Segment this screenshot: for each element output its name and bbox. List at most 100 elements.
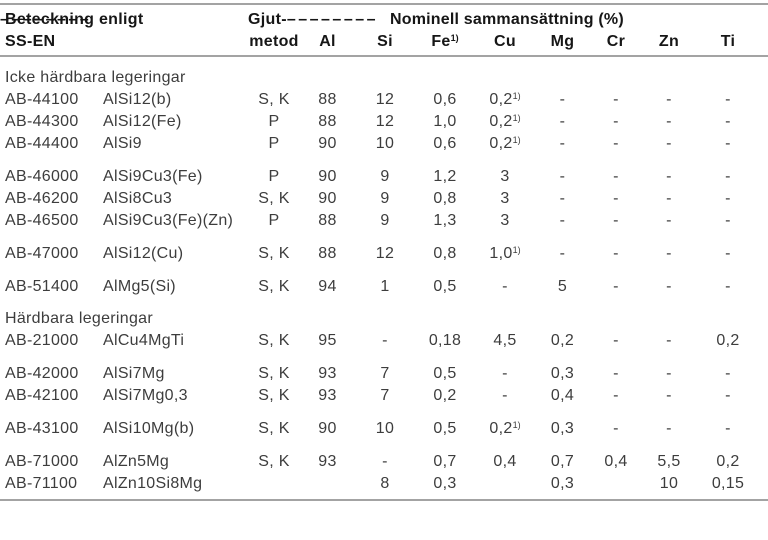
value-ti: - <box>725 212 731 229</box>
value-si: 12 <box>375 91 395 108</box>
cast-method <box>248 473 300 495</box>
header-beteckning: Beteckning enligt <box>5 11 144 28</box>
value-ti: - <box>725 278 731 295</box>
value-zn: - <box>666 190 672 207</box>
value-al: 88 <box>318 212 337 229</box>
value-mg: - <box>559 113 566 130</box>
cast-method: S, K <box>258 332 290 349</box>
table-row: AB-42100 AlSi7Mg0,3 S, K 93 7 0,2 - 0,4 - - - <box>0 385 768 407</box>
value-si: 1 <box>380 278 390 295</box>
value-zn: - <box>666 212 672 229</box>
cast-method: S, K <box>258 190 290 207</box>
header-cu: Cu <box>494 33 516 50</box>
table-section: Icke härdbara legeringar AB-44100 AlSi12(b… <box>0 67 768 298</box>
alloy-code: AB-71100 <box>5 475 78 492</box>
value-ti: - <box>725 91 731 108</box>
table-row: AB-46500 AlSi9Cu3(Fe)(Zn) P 88 9 1,3 3 - - - - <box>0 210 768 232</box>
value-fe: 0,6 <box>433 91 457 108</box>
alloy-code: AB-44100 <box>5 91 79 108</box>
alloy-name: AlSi7Mg <box>103 365 165 382</box>
alloy-name: AlSi12(Cu) <box>103 245 184 262</box>
alloy-code: AB-42100 <box>5 387 79 404</box>
row-group: AB-21000 AlCu4MgTi S, K 95 - 0,18 4,5 0,2 - - 0,2 <box>0 330 768 352</box>
value-ti: 0,15 <box>711 475 745 492</box>
value-mg: - <box>559 212 566 229</box>
value-zn: 5,5 <box>657 453 681 470</box>
alloy-code: AB-43100 <box>5 420 79 437</box>
header-al: Al <box>319 33 336 50</box>
alloy-code: AB-44400 <box>5 135 79 152</box>
alloy-name: AlMg5(Si) <box>103 278 176 295</box>
header-dashes-right: –––––––– <box>0 11 92 28</box>
value-cu <box>475 473 535 495</box>
value-cr: - <box>613 245 619 262</box>
value-mg: - <box>559 91 566 108</box>
table-row: AB-47000 AlSi12(Cu) S, K 88 12 0,8 1,01) - - - - <box>0 243 768 265</box>
table-section: Härdbara legeringar AB-21000 AlCu4MgTi S, K… <box>0 308 768 495</box>
alloy-name: AlSi10Mg(b) <box>103 420 195 437</box>
row-group: AB-51400 AlMg5(Si) S, K 94 1 0,5 - 5 - - - <box>0 276 768 298</box>
cast-method: S, K <box>258 387 290 404</box>
alloy-name: AlSi7Mg0,3 <box>103 387 188 404</box>
table-row: AB-44300 AlSi12(Fe) P 88 12 1,0 0,21) - - - - <box>0 111 768 133</box>
value-ti: - <box>725 420 731 437</box>
alloy-code: AB-46200 <box>5 190 79 207</box>
cast-method: S, K <box>258 91 290 108</box>
value-cu: 1,01) <box>489 245 521 262</box>
value-cu: 0,21) <box>489 135 521 152</box>
top-rule <box>0 3 768 5</box>
alloy-name: AlSi9Cu3(Fe)(Zn) <box>103 212 234 229</box>
value-ti: - <box>725 135 731 152</box>
value-al: 94 <box>318 278 337 295</box>
value-zn: - <box>666 135 672 152</box>
value-cr: - <box>613 91 619 108</box>
value-al: 93 <box>318 365 337 382</box>
value-si: 9 <box>380 168 390 185</box>
value-mg: 0,3 <box>550 420 575 437</box>
footnotes: S = Sandgjutning, K = Kokillgjutning, P … <box>0 507 768 540</box>
value-si: 7 <box>380 365 390 382</box>
value-cr: - <box>613 212 619 229</box>
alloy-name: AlSi12(b) <box>103 91 172 108</box>
value-fe: 0,7 <box>433 453 457 470</box>
value-al: 93 <box>318 387 337 404</box>
value-si: 9 <box>380 190 390 207</box>
table-row: AB-46200 AlSi8Cu3 S, K 90 9 0,8 3 - - - - <box>0 188 768 210</box>
value-fe: 0,5 <box>433 365 457 382</box>
value-cu: 0,21) <box>489 420 521 437</box>
alloy-code: AB-46000 <box>5 168 79 185</box>
value-mg: - <box>559 135 566 152</box>
table-row: AB-51400 AlMg5(Si) S, K 94 1 0,5 - 5 - - - <box>0 276 768 298</box>
value-fe: 0,6 <box>433 135 457 152</box>
value-fe: 0,5 <box>433 420 457 437</box>
value-al: 93 <box>318 453 337 470</box>
value-si: 7 <box>380 387 390 404</box>
value-ti: - <box>725 387 731 404</box>
alloy-code: AB-46500 <box>5 212 79 229</box>
value-fe: 0,5 <box>433 278 457 295</box>
alloy-name: AlCu4MgTi <box>103 332 185 349</box>
section-title: Härdbara legeringar <box>5 310 154 327</box>
cast-method: P <box>268 168 280 185</box>
alloy-name: AlSi9Cu3(Fe) <box>103 168 203 185</box>
table-header-row-1: Beteckning enligt Gjut-–––––––– Nominell… <box>0 9 768 31</box>
table-row: AB-42000 AlSi7Mg S, K 93 7 0,5 - 0,3 - - - <box>0 363 768 385</box>
row-group: AB-47000 AlSi12(Cu) S, K 88 12 0,8 1,01) - - - - <box>0 243 768 265</box>
value-al: 88 <box>318 245 337 262</box>
header-dashes-left: –––––––– <box>286 11 379 28</box>
value-mg: - <box>559 168 566 185</box>
table-row: AB-46000 AlSi9Cu3(Fe) P 90 9 1,2 3 - - - - <box>0 166 768 188</box>
row-group: AB-46000 AlSi9Cu3(Fe) P 90 9 1,2 3- - - - AB-46200… <box>0 166 768 232</box>
cast-method: S, K <box>258 365 290 382</box>
value-cr: - <box>613 190 619 207</box>
alloy-code: AB-42000 <box>5 365 79 382</box>
value-al: 88 <box>318 113 337 130</box>
value-al: 90 <box>318 135 337 152</box>
section-title: Icke härdbara legeringar <box>5 69 186 86</box>
header-ss-en: SS-EN <box>5 33 56 50</box>
table-row: AB-44400 AlSi9 P 90 10 0,6 0,21) - - - - <box>0 133 768 155</box>
value-cr: - <box>613 332 619 349</box>
alloy-code: AB-21000 <box>5 332 79 349</box>
value-cu: 3 <box>500 212 510 229</box>
value-mg: 0,3 <box>550 475 575 492</box>
